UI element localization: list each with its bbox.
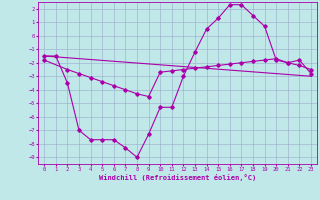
X-axis label: Windchill (Refroidissement éolien,°C): Windchill (Refroidissement éolien,°C) — [99, 174, 256, 181]
